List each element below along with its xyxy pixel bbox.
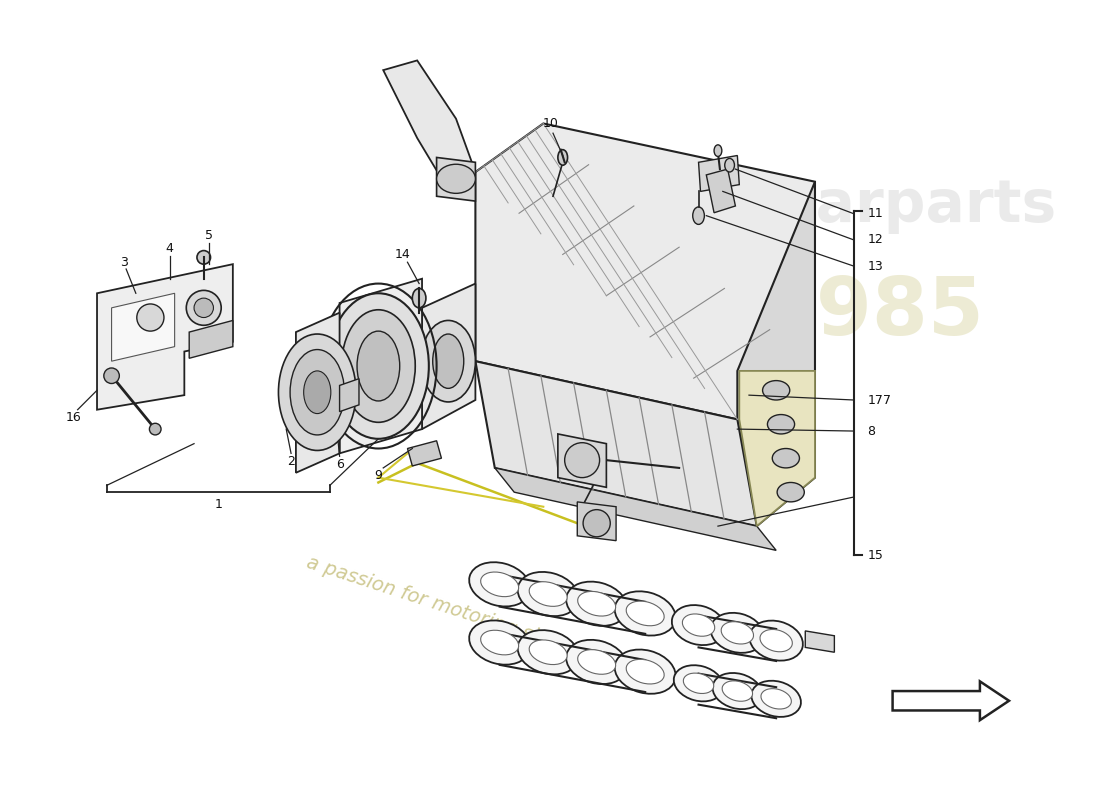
Ellipse shape bbox=[714, 145, 722, 157]
Ellipse shape bbox=[470, 562, 530, 606]
Ellipse shape bbox=[761, 689, 791, 709]
Polygon shape bbox=[437, 158, 475, 201]
Polygon shape bbox=[892, 682, 1009, 720]
Ellipse shape bbox=[304, 371, 331, 414]
Ellipse shape bbox=[583, 510, 610, 537]
Polygon shape bbox=[340, 278, 422, 454]
Ellipse shape bbox=[432, 334, 464, 388]
Polygon shape bbox=[805, 631, 835, 652]
Ellipse shape bbox=[136, 304, 164, 331]
Ellipse shape bbox=[518, 572, 579, 616]
Text: 5: 5 bbox=[205, 229, 212, 242]
Polygon shape bbox=[558, 434, 606, 487]
Polygon shape bbox=[296, 313, 340, 473]
Ellipse shape bbox=[615, 650, 675, 694]
Ellipse shape bbox=[626, 601, 664, 626]
Polygon shape bbox=[407, 441, 441, 466]
Ellipse shape bbox=[760, 630, 792, 652]
Text: 2: 2 bbox=[287, 454, 295, 468]
Polygon shape bbox=[475, 123, 815, 419]
Polygon shape bbox=[739, 371, 815, 526]
Ellipse shape bbox=[674, 666, 724, 702]
Text: eurocarparts: eurocarparts bbox=[631, 178, 1057, 234]
Ellipse shape bbox=[682, 614, 715, 636]
Polygon shape bbox=[383, 61, 475, 186]
Text: 3: 3 bbox=[120, 256, 128, 269]
Polygon shape bbox=[189, 321, 233, 358]
Ellipse shape bbox=[578, 650, 616, 674]
Ellipse shape bbox=[412, 289, 426, 308]
Ellipse shape bbox=[558, 150, 568, 166]
Ellipse shape bbox=[722, 622, 754, 644]
Ellipse shape bbox=[278, 334, 356, 450]
Ellipse shape bbox=[777, 482, 804, 502]
Text: 17: 17 bbox=[868, 394, 883, 406]
Polygon shape bbox=[340, 378, 359, 412]
Ellipse shape bbox=[566, 582, 627, 626]
Text: a passion for motoring since 1985: a passion for motoring since 1985 bbox=[305, 553, 627, 674]
Ellipse shape bbox=[626, 659, 664, 684]
Ellipse shape bbox=[578, 591, 616, 616]
Ellipse shape bbox=[723, 681, 752, 702]
Text: 1: 1 bbox=[214, 498, 222, 511]
Polygon shape bbox=[475, 361, 757, 526]
Ellipse shape bbox=[564, 442, 600, 478]
Polygon shape bbox=[111, 294, 175, 361]
Text: 11: 11 bbox=[868, 207, 883, 220]
Ellipse shape bbox=[481, 630, 518, 655]
Ellipse shape bbox=[615, 591, 675, 635]
Polygon shape bbox=[578, 502, 616, 541]
Ellipse shape bbox=[749, 621, 803, 661]
Ellipse shape bbox=[566, 640, 627, 684]
Ellipse shape bbox=[328, 294, 429, 439]
Ellipse shape bbox=[341, 310, 415, 422]
Ellipse shape bbox=[751, 681, 801, 717]
Ellipse shape bbox=[481, 572, 518, 597]
Ellipse shape bbox=[762, 381, 790, 400]
Ellipse shape bbox=[768, 414, 794, 434]
Ellipse shape bbox=[529, 582, 568, 606]
Text: 4: 4 bbox=[166, 242, 174, 255]
Text: 16: 16 bbox=[66, 411, 81, 424]
Text: 1985: 1985 bbox=[761, 274, 986, 352]
Ellipse shape bbox=[518, 630, 579, 674]
Ellipse shape bbox=[693, 207, 704, 224]
Ellipse shape bbox=[186, 290, 221, 326]
Ellipse shape bbox=[672, 605, 725, 645]
Polygon shape bbox=[698, 155, 739, 191]
Ellipse shape bbox=[437, 164, 475, 194]
Ellipse shape bbox=[103, 368, 119, 383]
Text: 7: 7 bbox=[883, 394, 891, 406]
Ellipse shape bbox=[290, 350, 344, 435]
Polygon shape bbox=[97, 264, 233, 410]
Text: 8: 8 bbox=[868, 425, 876, 438]
Text: 13: 13 bbox=[868, 260, 883, 273]
Ellipse shape bbox=[194, 298, 213, 318]
Ellipse shape bbox=[772, 449, 800, 468]
Text: 15: 15 bbox=[868, 549, 883, 562]
Ellipse shape bbox=[150, 423, 161, 435]
Ellipse shape bbox=[683, 673, 714, 694]
Polygon shape bbox=[422, 283, 475, 429]
Ellipse shape bbox=[470, 621, 530, 665]
Text: 14: 14 bbox=[395, 248, 410, 261]
Polygon shape bbox=[706, 169, 736, 213]
Ellipse shape bbox=[711, 613, 764, 653]
Polygon shape bbox=[495, 468, 777, 550]
Text: 6: 6 bbox=[336, 458, 343, 470]
Ellipse shape bbox=[197, 250, 210, 264]
Ellipse shape bbox=[421, 321, 475, 402]
Ellipse shape bbox=[725, 158, 735, 172]
Text: 9: 9 bbox=[374, 469, 383, 482]
Ellipse shape bbox=[529, 640, 568, 665]
Ellipse shape bbox=[713, 673, 762, 709]
Text: 10: 10 bbox=[543, 117, 559, 130]
Ellipse shape bbox=[358, 331, 399, 401]
Text: 12: 12 bbox=[868, 234, 883, 246]
Polygon shape bbox=[737, 182, 815, 526]
